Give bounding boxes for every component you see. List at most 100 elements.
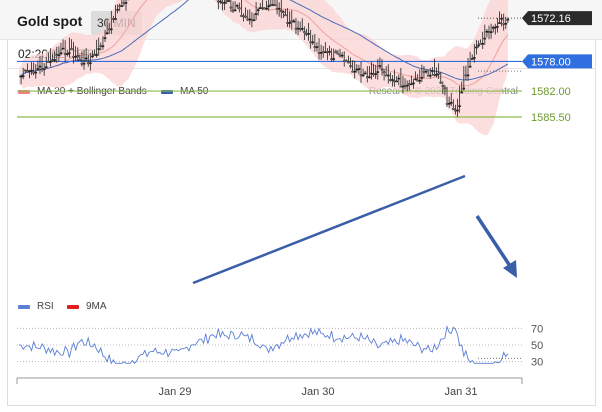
- candle-body: [307, 33, 310, 35]
- candle-body: [282, 11, 285, 14]
- candle-body: [57, 54, 61, 56]
- candle-body: [332, 58, 336, 60]
- candle-body: [351, 70, 354, 73]
- candle-body: [426, 74, 430, 77]
- candle-body: [217, 0, 220, 3]
- level-label: 1582.00: [531, 86, 571, 98]
- candle-body: [347, 61, 350, 64]
- candle-body: [336, 52, 340, 55]
- candle-body: [311, 41, 315, 44]
- candle-body: [493, 26, 497, 29]
- candle-body: [345, 60, 348, 63]
- candle-body: [238, 7, 241, 10]
- trend-line: [192, 174, 466, 285]
- candle-body: [107, 28, 111, 31]
- candle-body: [298, 28, 302, 30]
- candle-body: [124, 2, 128, 4]
- candle-body: [233, 9, 237, 12]
- candle-body: [305, 33, 308, 35]
- candle-body: [410, 83, 413, 86]
- candle-body: [382, 71, 386, 74]
- candle-body: [99, 45, 103, 48]
- candle-body: [250, 19, 254, 22]
- candle-body: [439, 81, 443, 84]
- price-tag-label: 1572.16: [531, 13, 571, 25]
- candle-body: [38, 65, 42, 68]
- candle-body: [437, 72, 440, 75]
- price-tag-label: 1578.00: [531, 56, 571, 68]
- candle-body: [82, 62, 86, 65]
- candle-body: [355, 68, 359, 71]
- candle-body: [414, 78, 417, 81]
- candle-body: [313, 46, 317, 48]
- candle-body: [447, 102, 451, 105]
- candle-body: [393, 80, 396, 83]
- candle-body: [254, 13, 258, 15]
- candle-body: [296, 27, 300, 30]
- candle-body: [105, 32, 109, 35]
- price-tag: [522, 11, 592, 26]
- candle-body: [252, 19, 256, 22]
- candle-body: [443, 87, 447, 90]
- candle-body: [59, 52, 63, 54]
- candle-body: [294, 27, 298, 30]
- candle-body: [19, 75, 23, 78]
- candle-body: [229, 6, 233, 9]
- candle-body: [97, 48, 101, 50]
- rsi-tick-label: 50: [531, 340, 543, 352]
- candle-body: [70, 48, 73, 50]
- candle-body: [221, 2, 224, 4]
- candle-body: [118, 5, 122, 7]
- candle-body: [65, 53, 69, 55]
- rsi-tick-label: 70: [531, 323, 543, 335]
- candle-body: [227, 0, 231, 2]
- candle-body: [303, 31, 306, 33]
- candle-body: [26, 70, 29, 73]
- candle-body: [498, 22, 501, 24]
- candle-body: [489, 31, 493, 33]
- candle-body: [317, 52, 321, 54]
- candle-body: [74, 55, 77, 58]
- legend-rsi: RSI: [18, 301, 54, 312]
- candle-body: [261, 7, 264, 9]
- candle-body: [223, 2, 226, 4]
- candle-body: [53, 59, 56, 61]
- candle-body: [338, 54, 342, 57]
- candle-body: [368, 76, 371, 79]
- candle-body: [265, 7, 268, 10]
- candle-body: [496, 26, 499, 28]
- candle-body: [49, 61, 52, 63]
- candle-body: [399, 85, 403, 88]
- forecast-arrow-head: [503, 260, 517, 278]
- candle-body: [456, 109, 459, 112]
- candle-body: [279, 10, 283, 12]
- candle-body: [273, 4, 277, 7]
- candle-body: [378, 65, 382, 67]
- candle-body: [407, 83, 411, 86]
- candle-body: [44, 66, 48, 69]
- candle-body: [370, 72, 373, 75]
- candle-body: [122, 2, 126, 4]
- candle-body: [277, 7, 281, 10]
- candle-body: [61, 47, 65, 50]
- candle-body: [491, 27, 495, 29]
- candle-body: [397, 77, 401, 80]
- candle-body: [342, 60, 346, 62]
- candle-body: [458, 105, 461, 107]
- candle-body: [361, 74, 365, 77]
- candle-body: [240, 15, 243, 17]
- candle-body: [319, 52, 323, 54]
- candle-body: [403, 84, 407, 87]
- candle-body: [328, 51, 331, 53]
- candle-body: [460, 91, 464, 94]
- candle-body: [452, 108, 455, 110]
- candle-body: [51, 59, 54, 61]
- forecast-arrow-shaft: [475, 215, 514, 270]
- candle-body: [384, 74, 388, 77]
- candle-body: [431, 70, 434, 72]
- candle-body: [418, 79, 422, 82]
- candle-body: [334, 51, 338, 53]
- candle-body: [63, 53, 67, 55]
- candle-body: [32, 71, 35, 74]
